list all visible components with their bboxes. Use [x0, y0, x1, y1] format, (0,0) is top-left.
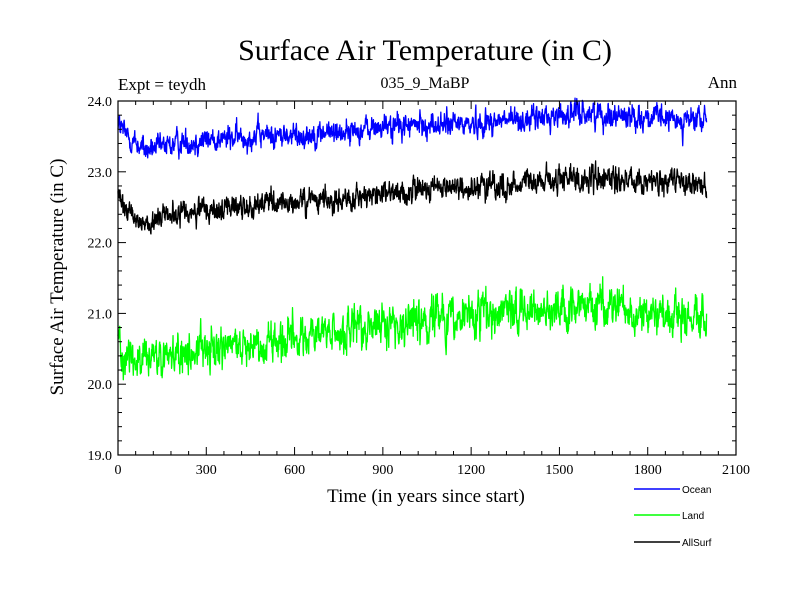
x-tick-label: 1200 — [457, 463, 485, 478]
y-axis-title: Surface Air Temperature (in C) — [47, 159, 68, 396]
legend-label-land: Land — [682, 511, 704, 522]
y-tick-label: 20.0 — [88, 378, 113, 393]
x-tick-label: 1800 — [634, 463, 662, 478]
legend: Ocean Land AllSurf — [634, 485, 712, 549]
y-tick-label: 21.0 — [88, 307, 113, 322]
experiment-label: Expt = teydh — [118, 75, 206, 94]
season-label: Ann — [708, 73, 738, 92]
legend-label-ocean: Ocean — [682, 485, 711, 496]
series-line-ocean — [117, 97, 708, 160]
series-line-allsurf — [117, 160, 708, 235]
y-tick-label: 23.0 — [88, 166, 113, 181]
x-tick-label: 1500 — [545, 463, 573, 478]
x-tick-label: 900 — [372, 463, 393, 478]
chart-title: Surface Air Temperature (in C) — [238, 34, 612, 67]
axis-ticks: 0 300 600 900 1200 1500 1800 2100 19.0 20.0 21.0 22… — [88, 95, 751, 478]
legend-label-allsurf: AllSurf — [682, 538, 712, 549]
y-tick-label: 24.0 — [88, 95, 113, 110]
y-tick-label: 22.0 — [88, 237, 113, 252]
chart-subtitle: 035_9_MaBP — [381, 75, 470, 92]
series-layer — [117, 97, 708, 381]
x-tick-label: 0 — [115, 463, 122, 478]
y-tick-label: 19.0 — [88, 449, 113, 464]
x-axis-title: Time (in years since start) — [327, 486, 525, 507]
plot-frame — [117, 100, 737, 456]
series-line-land — [117, 276, 708, 381]
x-tick-label: 300 — [196, 463, 217, 478]
x-tick-label: 2100 — [722, 463, 750, 478]
x-tick-label: 600 — [284, 463, 305, 478]
